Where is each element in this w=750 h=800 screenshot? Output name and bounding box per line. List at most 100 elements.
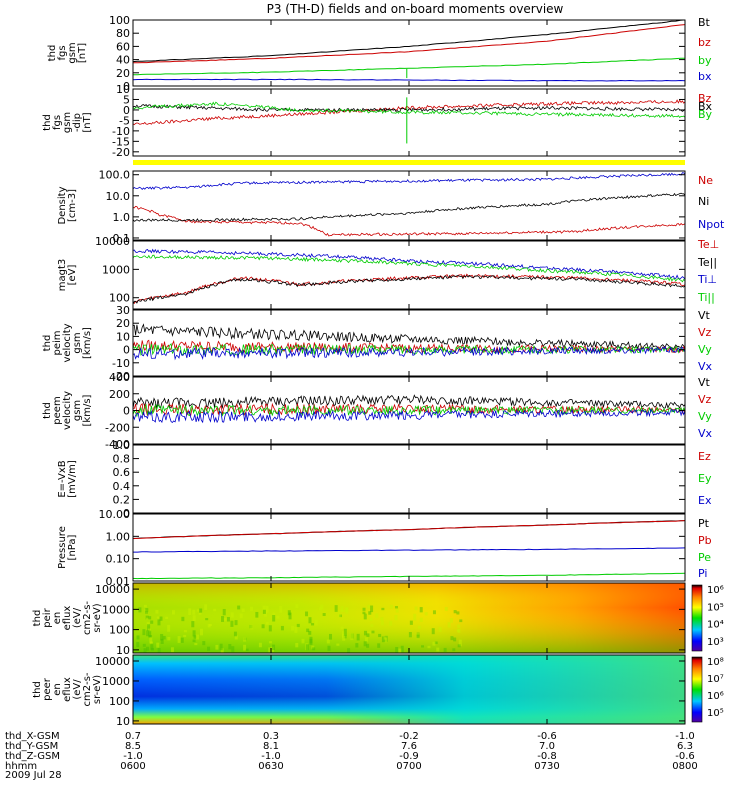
heatmap-speckle <box>143 604 147 608</box>
y-axis-label: velocity <box>62 391 73 430</box>
legend-label: Vx <box>698 360 713 373</box>
y-tick-label: 10 <box>116 644 130 657</box>
heatmap-speckle <box>205 618 209 621</box>
y-tick-label: 10000 <box>95 235 130 248</box>
y-tick-label: 10 <box>116 330 130 343</box>
heatmap-speckle <box>311 645 315 649</box>
heatmap-speckle <box>171 610 175 615</box>
y-axis-label: Pressure <box>57 526 68 569</box>
y-tick-label: 0.2 <box>113 493 131 506</box>
heatmap-speckle <box>309 638 313 646</box>
ephemeris-value: -0.6 <box>537 731 557 742</box>
heatmap-speckle <box>160 638 164 644</box>
heatmap-speckle <box>146 646 150 651</box>
series-fgs_gsm_dip-1 <box>133 104 685 113</box>
heatmap-speckle <box>301 638 305 644</box>
heatmap-speckle <box>250 606 254 611</box>
heatmap-speckle <box>215 644 219 650</box>
heatmap-speckle <box>384 638 388 643</box>
heatmap-speckle <box>287 610 291 616</box>
y-tick-label: 30 <box>116 304 130 317</box>
heatmap-speckle <box>365 637 369 642</box>
panel-frame <box>132 88 686 157</box>
colorbar-gradient <box>691 656 703 723</box>
legend-label: Ez <box>698 450 711 463</box>
heatmap-speckle <box>146 617 150 620</box>
heatmap-speckle <box>389 604 393 609</box>
y-tick-label: 0 <box>123 405 130 418</box>
heatmap-speckle <box>145 615 149 620</box>
heatmap-speckle <box>142 643 146 647</box>
heatmap-speckle <box>394 606 398 609</box>
y-axis-label: E=-VxB <box>57 460 68 497</box>
heatmap-speckle <box>329 633 333 640</box>
heatmap-speckle <box>157 647 161 653</box>
heatmap-speckle <box>150 643 154 650</box>
colorbar-peer_eflux: 10⁵ 10⁶ 10⁷ 10⁸ <box>691 656 724 723</box>
heatmap-speckle <box>194 643 198 646</box>
y-tick-label: 100.0 <box>99 169 131 182</box>
legend-label: Ti|| <box>697 291 715 304</box>
series-peem_velocity_gsm-1 <box>133 402 685 416</box>
heatmap-speckle <box>450 636 454 641</box>
heatmap-speckle <box>362 607 366 611</box>
y-tick-label: -20 <box>112 146 130 159</box>
heatmap-speckle <box>381 636 385 643</box>
y-axis-label: [nT] <box>77 43 88 63</box>
heatmap-speckle <box>456 611 460 615</box>
y-axis-label: peem <box>52 396 63 424</box>
heatmap-speckle <box>183 629 187 633</box>
heatmap-speckle <box>336 643 340 646</box>
y-axis-label: peer <box>42 677 53 701</box>
legend-label: Ey <box>698 472 712 485</box>
heatmap-speckle <box>424 612 428 616</box>
y-tick-label: 0.10 <box>106 553 131 566</box>
y-axis-label: [cm-3] <box>67 189 78 222</box>
heatmap-speckle <box>294 626 298 633</box>
heatmap-speckle <box>149 641 153 645</box>
ephemeris-value: 0630 <box>258 761 283 772</box>
colorbar-tick-label: 10⁴ <box>707 620 724 631</box>
y-axis-label: thd <box>47 45 58 62</box>
legend-label: By <box>698 108 713 121</box>
y-axis-label: thd <box>32 681 43 698</box>
heatmap-speckle <box>408 632 412 638</box>
heatmap-speckle <box>449 618 453 623</box>
y-tick-label: 1000 <box>102 263 130 276</box>
y-axis-label: eflux <box>62 606 73 631</box>
legend-label: Te⊥ <box>697 238 719 251</box>
legend-label: Vz <box>698 326 712 339</box>
y-tick-label: -200 <box>105 421 130 434</box>
legend-label: Pi <box>698 567 707 580</box>
heatmap-speckle <box>381 607 385 611</box>
panel-temperature: Te⊥ Te|| Ti⊥ Ti|| 100 1000 10000 magt3 [eV] <box>57 235 719 310</box>
heatmap-speckle <box>291 625 295 631</box>
heatmap-speckle <box>148 616 152 620</box>
y-axis-label: peir <box>42 607 53 627</box>
y-axis-label: gsm <box>72 332 83 353</box>
ephemeris-value: 0730 <box>534 761 559 772</box>
heatmap-speckle <box>147 628 151 632</box>
heatmap-speckle <box>444 606 448 612</box>
y-tick-label: -10 <box>112 125 130 138</box>
heatmap-speckle <box>383 636 387 640</box>
heatmap-speckle <box>306 628 310 633</box>
y-axis-label: [km/s] <box>82 327 93 359</box>
panel-efield: Ez Ey Ex 00.20.40.60.81.0 E=-VxB [mV/m] <box>57 439 712 520</box>
heatmap-speckle <box>308 630 312 635</box>
heatmap-speckle <box>156 642 160 648</box>
y-tick-label: 0 <box>123 104 130 117</box>
heatmap-speckle <box>340 626 344 630</box>
panel-frame <box>132 513 686 582</box>
heatmap-speckle <box>380 620 384 626</box>
legend-label: Bt <box>698 16 711 29</box>
heatmap-speckle <box>327 645 331 651</box>
y-axis-label: sr-eV) <box>92 675 103 704</box>
heatmap-speckle <box>167 636 171 641</box>
y-axis-label: en <box>52 612 63 625</box>
series-temperature-1 <box>133 274 685 305</box>
heatmap-speckle <box>234 635 238 640</box>
y-axis-label: gsm <box>72 400 83 421</box>
y-axis-label: (eV/ <box>72 679 83 700</box>
heatmap-speckle <box>147 624 151 632</box>
